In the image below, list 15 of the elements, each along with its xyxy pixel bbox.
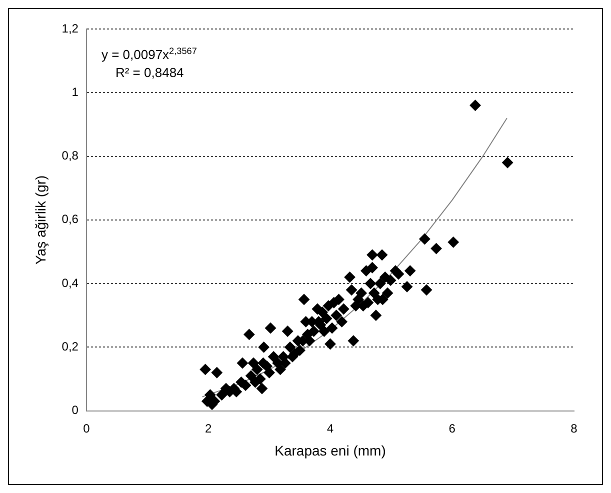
y-tick-label: 0,8 (62, 148, 79, 163)
x-tick-label: 4 (326, 421, 334, 436)
x-tick-label: 2 (205, 421, 212, 436)
y-tick-label: 0 (72, 403, 79, 418)
y-tick-label: 1 (72, 84, 79, 99)
x-tick-label: 6 (448, 421, 456, 436)
y-tick-label: 0,6 (62, 212, 79, 226)
y-tick-label: 0,2 (62, 339, 79, 354)
y-axis-title: Yaş ağirlik (gr) (32, 175, 48, 264)
annotation: R² = 0,8484 (115, 65, 184, 80)
x-tick-label: 8 (570, 421, 578, 436)
x-tick-label: 0 (83, 421, 90, 436)
x-axis-title: Karapas eni (mm) (274, 442, 386, 458)
y-tick-label: 1,2 (62, 21, 79, 36)
y-tick-label: 0,4 (62, 276, 79, 290)
